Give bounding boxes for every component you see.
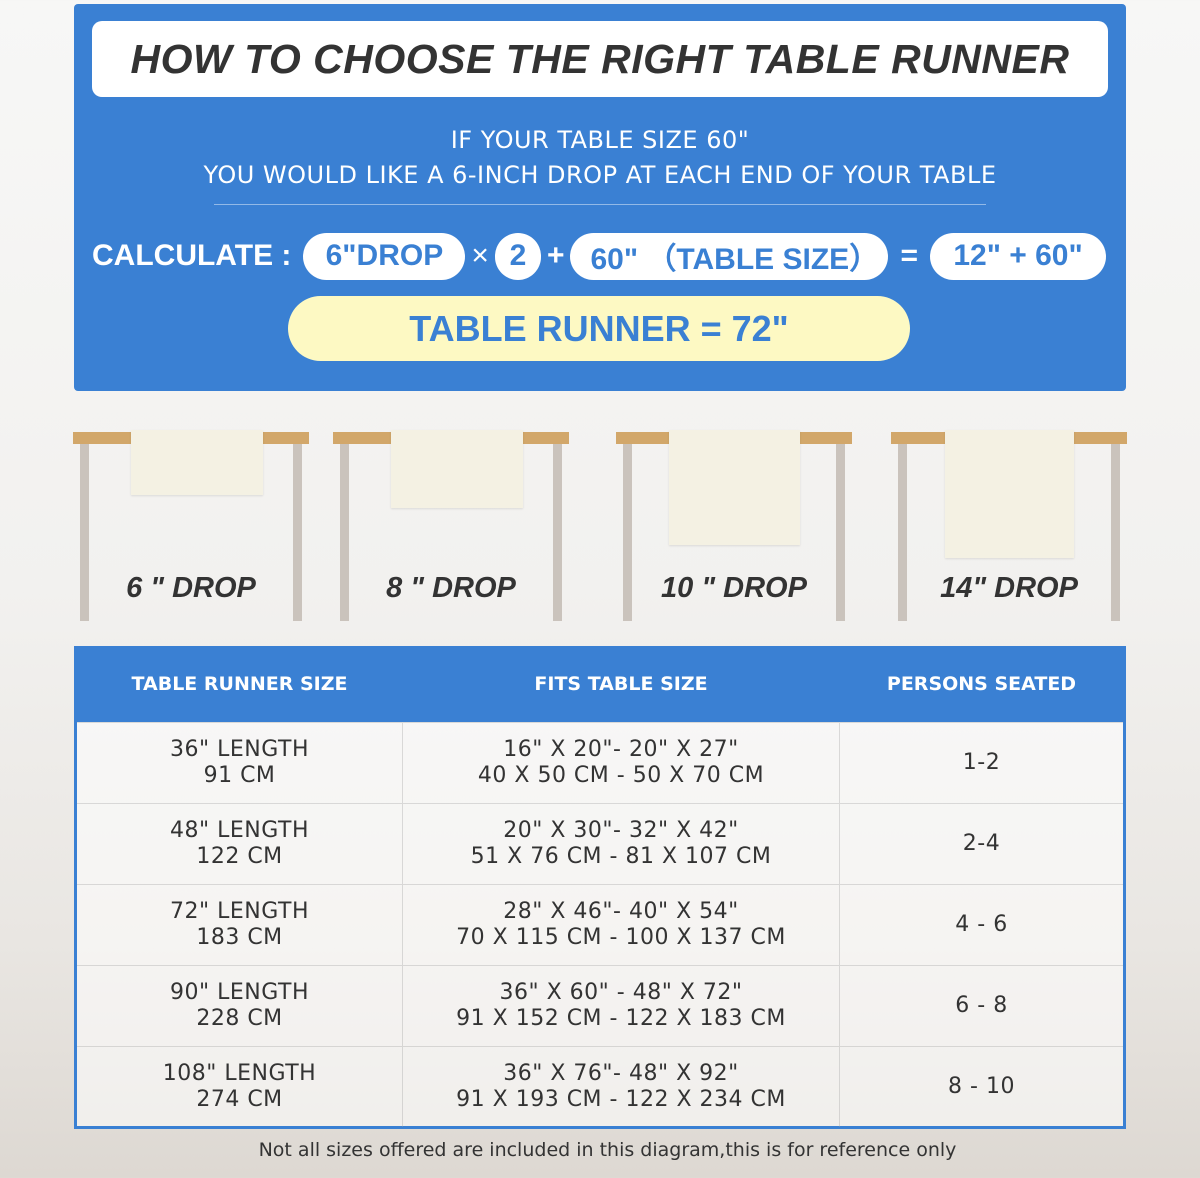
length-cm: 228 CM (196, 1006, 283, 1031)
size-table: TABLE RUNNER SIZE FITS TABLE SIZE PERSON… (74, 646, 1126, 1129)
page-title: HOW TO CHOOSE THE RIGHT TABLE RUNNER (92, 21, 1108, 97)
drop-illustration: 8 " DROP (333, 430, 569, 622)
fits-cell: 28" X 46"- 40" X 54" 70 X 115 CM - 100 X … (402, 885, 840, 965)
length-in: 108" LENGTH (162, 1061, 317, 1086)
length-in: 72" LENGTH (170, 899, 309, 924)
drop-illustration: 10 " DROP (616, 430, 852, 622)
runner-drop (391, 430, 523, 508)
drop-label: 8 " DROP (386, 572, 516, 604)
runner-size-cell: 108" LENGTH 274 CM (77, 1047, 402, 1127)
fits-cm: 51 X 76 CM - 81 X 107 CM (470, 844, 772, 869)
table-row: 108" LENGTH 274 CM 36" X 76"- 48" X 92" 91… (77, 1046, 1123, 1127)
fits-cell: 16" X 20"- 20" X 27" 40 X 50 CM - 50 X 70… (402, 723, 840, 803)
table-size-pill: 60" （TABLE SIZE） (570, 232, 889, 280)
fits-in: 16" X 20"- 20" X 27" (503, 737, 739, 762)
table-leg (340, 444, 349, 621)
header-fits-table: FITS TABLE SIZE (534, 673, 708, 695)
runner-drop (945, 430, 1074, 558)
runner-drop (131, 430, 263, 495)
length-in: 90" LENGTH (170, 980, 309, 1005)
runner-drop (669, 430, 800, 545)
persons-cell: 8 - 10 (948, 1074, 1015, 1099)
persons-cell: 2-4 (962, 831, 1001, 856)
fits-cell: 36" X 76"- 48" X 92" 91 X 193 CM - 122 X … (402, 1047, 840, 1127)
length-cm: 274 CM (196, 1087, 283, 1112)
times-sign: × (471, 239, 489, 272)
header-runner-size: TABLE RUNNER SIZE (131, 673, 348, 695)
length-in: 36" LENGTH (170, 737, 309, 762)
length-cm: 122 CM (196, 844, 283, 869)
drop-pill: 6"DROP (303, 232, 466, 280)
fits-in: 36" X 60" - 48" X 72" (499, 980, 743, 1005)
drop-label: 14" DROP (940, 572, 1078, 604)
runner-size-cell: 72" LENGTH 183 CM (77, 885, 402, 965)
fits-cm: 91 X 152 CM - 122 X 183 CM (456, 1006, 786, 1031)
table-row: 72" LENGTH 183 CM 28" X 46"- 40" X 54" 70 … (77, 884, 1123, 965)
header-persons: PERSONS SEATED (886, 673, 1077, 695)
runner-size-cell: 48" LENGTH 122 CM (77, 804, 402, 884)
persons-cell: 4 - 6 (955, 912, 1008, 937)
table-leg (836, 444, 845, 621)
multiplier-pill: 2 (494, 232, 541, 280)
table-leg (1111, 444, 1120, 621)
fits-in: 36" X 76"- 48" X 92" (503, 1061, 739, 1086)
footnote: Not all sizes offered are included in th… (258, 1139, 957, 1161)
table-header: TABLE RUNNER SIZE FITS TABLE SIZE PERSON… (77, 646, 1123, 722)
table-leg (293, 444, 302, 621)
fits-cell: 36" X 60" - 48" X 72" 91 X 152 CM - 122 X… (402, 966, 840, 1046)
table-leg (80, 444, 89, 621)
persons-cell: 6 - 8 (955, 993, 1008, 1018)
persons-cell: 1-2 (962, 750, 1001, 775)
table-row: 48" LENGTH 122 CM 20" X 30"- 32" X 42" 51 … (77, 803, 1123, 884)
table-leg (898, 444, 907, 621)
runner-size-cell: 90" LENGTH 228 CM (77, 966, 402, 1046)
length-cm: 183 CM (196, 925, 283, 950)
equals-sign: = (900, 239, 919, 272)
runner-size-cell: 36" LENGTH 91 CM (77, 723, 402, 803)
table-row: 36" LENGTH 91 CM 16" X 20"- 20" X 27" 40 X… (77, 722, 1123, 803)
drop-illustration: 14" DROP (891, 430, 1127, 622)
result-pill: TABLE RUNNER = 72" (288, 296, 910, 361)
length-cm: 91 CM (203, 763, 276, 788)
intro-line-1: IF YOUR TABLE SIZE 60" (450, 126, 750, 154)
table-row: 90" LENGTH 228 CM 36" X 60" - 48" X 72" 91… (77, 965, 1123, 1046)
fits-cm: 91 X 193 CM - 122 X 234 CM (456, 1087, 786, 1112)
drop-illustration: 6 " DROP (73, 430, 309, 622)
plus-sign: + (546, 239, 565, 272)
calculation-panel: HOW TO CHOOSE THE RIGHT TABLE RUNNER IF … (74, 4, 1126, 391)
table-leg (623, 444, 632, 621)
divider (214, 204, 986, 205)
table-leg (553, 444, 562, 621)
fits-in: 28" X 46"- 40" X 54" (503, 899, 739, 924)
drop-label: 10 " DROP (661, 572, 807, 604)
sum-pill: 12" + 60" (930, 232, 1107, 280)
calculate-label: CALCULATE : (92, 239, 292, 272)
length-in: 48" LENGTH (170, 818, 309, 843)
fits-cm: 70 X 115 CM - 100 X 137 CM (456, 925, 786, 950)
drop-label: 6 " DROP (126, 572, 256, 604)
fits-in: 20" X 30"- 32" X 42" (503, 818, 739, 843)
formula: CALCULATE : 6"DROP × 2 + 60" （TABLE SIZE… (92, 232, 1107, 280)
intro-line-2: YOU WOULD LIKE A 6-INCH DROP AT EACH END… (203, 161, 997, 189)
fits-cm: 40 X 50 CM - 50 X 70 CM (477, 763, 765, 788)
fits-cell: 20" X 30"- 32" X 42" 51 X 76 CM - 81 X 10… (402, 804, 840, 884)
